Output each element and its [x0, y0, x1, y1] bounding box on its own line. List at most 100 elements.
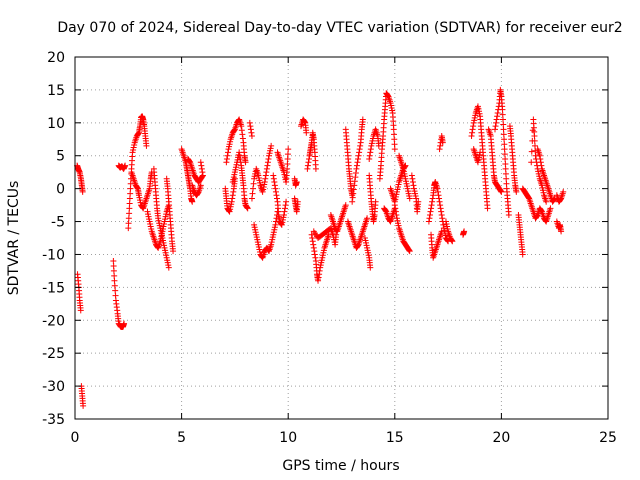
data-point	[248, 132, 255, 139]
data-point	[197, 182, 204, 189]
data-point	[236, 149, 243, 156]
data-point	[315, 274, 322, 281]
data-point	[350, 186, 357, 193]
data-point	[537, 159, 544, 166]
y-tick-label: 20	[47, 50, 65, 66]
y-tick-label: -10	[42, 247, 65, 263]
data-point	[353, 165, 360, 172]
data-point	[436, 198, 443, 205]
data-point	[197, 159, 204, 166]
data-point	[236, 152, 243, 159]
data-point	[437, 202, 444, 209]
y-tick-label: 0	[56, 182, 65, 198]
data-point	[498, 188, 505, 195]
data-point	[439, 215, 446, 222]
data-point	[359, 116, 366, 123]
data-point	[303, 129, 310, 136]
data-point	[353, 162, 360, 169]
data-point	[438, 228, 445, 235]
data-point	[239, 131, 246, 138]
data-point	[270, 175, 277, 182]
data-point	[429, 198, 436, 205]
data-point	[437, 142, 444, 149]
data-point	[283, 198, 290, 205]
y-tick-label: 15	[47, 83, 65, 99]
data-point	[547, 205, 554, 212]
data-point	[355, 156, 362, 163]
data-point	[280, 211, 287, 218]
x-axis-title: GPS time / hours	[282, 458, 399, 474]
data-point	[228, 198, 235, 205]
data-point	[270, 172, 277, 179]
data-point	[342, 202, 349, 209]
data-point	[263, 169, 270, 176]
data-point	[224, 149, 231, 156]
data-point	[311, 251, 318, 258]
data-point	[316, 271, 323, 278]
data-point	[77, 307, 84, 314]
data-point	[391, 146, 398, 153]
x-tick-label: 25	[599, 430, 617, 446]
data-point	[469, 126, 476, 133]
data-point	[198, 162, 205, 169]
data-point	[425, 218, 432, 225]
data-point	[238, 127, 245, 134]
data-point	[309, 235, 316, 241]
data-point	[448, 237, 455, 244]
data-point	[436, 195, 443, 202]
data-point	[438, 211, 445, 218]
data-point	[247, 126, 254, 133]
data-point	[505, 211, 512, 218]
data-point	[121, 320, 128, 327]
data-point	[244, 204, 251, 211]
data-point	[79, 188, 86, 195]
data-point	[428, 205, 435, 212]
data-point	[304, 162, 311, 169]
data-point	[439, 139, 446, 146]
data-point	[558, 228, 565, 235]
data-point	[356, 146, 363, 153]
data-point	[351, 182, 358, 189]
data-point	[304, 165, 311, 172]
data-point	[409, 179, 416, 186]
data-point	[246, 119, 253, 126]
data-points	[74, 86, 567, 409]
data-point	[229, 195, 236, 202]
data-point	[461, 228, 468, 235]
data-point	[366, 152, 373, 159]
data-point	[273, 192, 280, 199]
data-point	[312, 254, 319, 261]
data-point	[354, 159, 361, 166]
data-point	[261, 179, 268, 186]
data-point	[264, 159, 271, 166]
data-point	[435, 192, 442, 199]
data-point	[428, 202, 435, 209]
data-point	[392, 208, 399, 215]
data-point	[351, 178, 358, 185]
data-point	[294, 198, 301, 205]
data-point	[198, 165, 205, 172]
data-point	[415, 198, 422, 205]
data-point	[372, 198, 379, 205]
data-point	[237, 159, 244, 166]
data-point	[316, 267, 323, 274]
data-point	[410, 182, 417, 189]
data-point	[268, 142, 275, 149]
y-tick-label: -5	[51, 215, 65, 231]
data-point	[315, 277, 322, 284]
data-point	[282, 205, 289, 212]
data-point	[367, 146, 374, 153]
data-point	[393, 211, 400, 218]
data-point	[492, 126, 499, 133]
y-tick-label: -15	[42, 280, 65, 296]
data-point	[493, 116, 500, 123]
data-point	[493, 119, 500, 126]
data-point	[229, 192, 236, 199]
data-point	[264, 162, 271, 169]
data-point	[199, 169, 206, 176]
data-point	[312, 165, 319, 172]
y-tick-labels: 20 15 10 5 0 -5 -10 -15 -20 -25 -30 -35	[42, 50, 65, 428]
data-point	[477, 149, 484, 156]
data-point	[244, 205, 251, 212]
